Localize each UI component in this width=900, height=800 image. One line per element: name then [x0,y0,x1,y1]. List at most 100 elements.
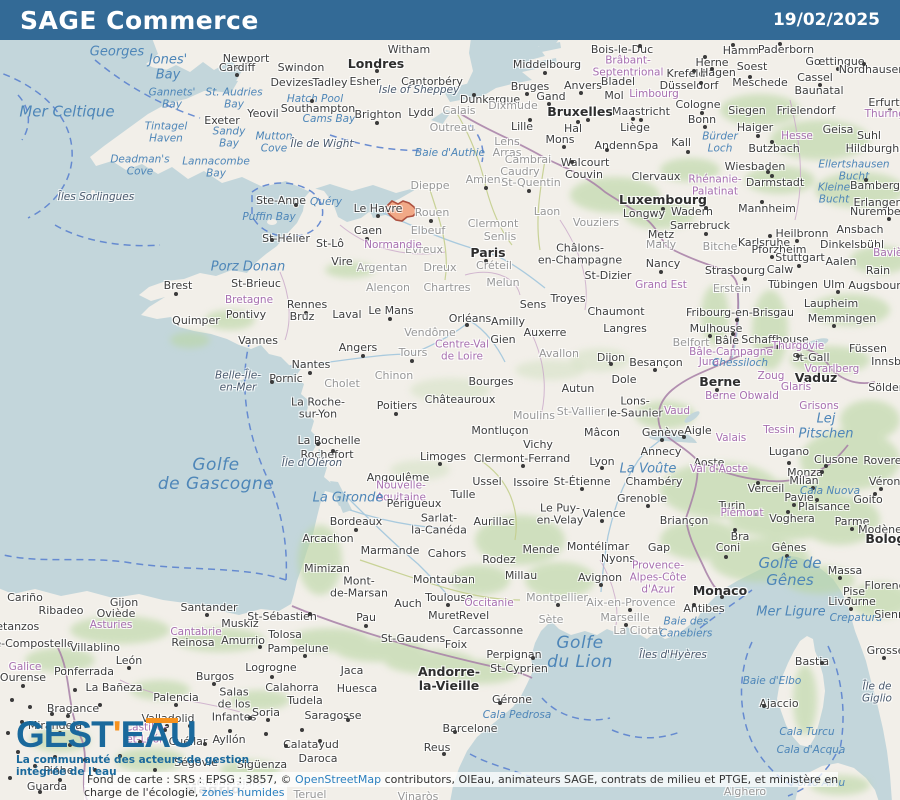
map-label-bladel: Bladel [600,74,636,88]
gesteau-logo[interactable]: GEST'EAU La communauté des acteurs de ge… [16,716,276,778]
map-label-langres: Langres [603,321,647,335]
map-label-v-rone: Vérone [868,474,900,488]
map-label-ch-lons-en-champagne: Châlons- en-Champagne [537,241,623,267]
city-dot [796,354,800,358]
city-dot [862,62,866,66]
map-label-isle-of-sheppey: Isle of Sheppey [378,84,460,97]
map-label-belle-le-en-mer: Belle-Île- en-Mer [214,369,262,393]
city-dot [770,255,774,259]
city-dot [264,732,268,736]
city-dot [638,44,642,48]
map-label-tadley: Tadley [312,75,348,89]
map-label-moulins: Moulins [512,408,556,422]
map-label-amilly: Amilly [491,314,525,328]
map-label-gap: Gap [647,540,671,554]
openstreetmap-link[interactable]: OpenStreetMap [295,773,382,786]
city-dot [98,703,102,707]
city-dot [188,724,192,728]
map-label-st-s-bastien: St-Sébastien [247,609,317,623]
zeeland-inlet [520,42,561,56]
map-label-salas-de-los-infantes: Salas de los Infantes [211,685,257,724]
map-label-grisons: Grisons [799,400,839,413]
map-label-st-vallier: St-Vallier [556,404,606,418]
city-dot [127,666,131,670]
map-label-erstein: Erstein [712,281,752,295]
city-dot [599,583,603,587]
sage-commerce-territory[interactable] [385,200,419,222]
map-label-cologne: Cologne [675,97,721,111]
forest-texture [25,94,900,795]
city-dot [310,99,314,103]
map-label-la-vo-te: La Voûte [619,461,677,477]
city-dot [748,75,752,79]
city-dot [375,121,379,125]
map-label-autun: Autun [561,381,595,395]
city-dot [699,81,703,85]
map-label-angers: Angers [338,340,378,354]
guernsey-island [267,219,277,225]
city-dot [873,492,877,496]
city-dot [660,438,664,442]
map-label-aix-en-provence: Aix-en-Provence [586,595,676,609]
map-label-lannacombe-bay: Lannacombe Bay [182,155,250,179]
map-label-livourne: Livourne [828,594,876,608]
map-label-tours: Tours [398,345,428,359]
map-label-cu-llar: Cuéllar [168,734,208,748]
map-viewport[interactable]: Mer Celtique Georges Jones' Bay Gannets' Ba… [0,40,900,800]
map-label-florence: Florence [864,578,900,592]
isle-of-wight [307,141,337,151]
city-dot [562,145,566,149]
city-dot [797,264,801,268]
city-dot [628,608,632,612]
city-dot [58,731,62,735]
city-dot [83,758,87,762]
city-dot [888,108,892,112]
city-dot [318,739,322,743]
map-label-calahorra: Calahorra [265,680,319,694]
continent-landmass [0,40,900,800]
map-label-hatch-pool: Hatch Pool [286,93,344,106]
city-dot [867,535,871,539]
city-dot [631,117,635,121]
map-label-jura: Jura [698,356,720,369]
map-label-mirandela: Mirandela [27,718,83,732]
map-label-ourense: Ourense [0,670,47,684]
city-dot [10,698,14,702]
map-label-innsbruck: Innsbruck [871,354,900,368]
scilly-isle [97,194,101,198]
map-label-rh-nanie-palatinat: Rhénanie- Palatinat [688,173,742,197]
city-dot [138,740,142,744]
map-label-li-ge: Liège [620,120,650,134]
city-dot [498,701,502,705]
city-dot [258,645,262,649]
map-canvas-labels: Mer Celtique Georges Jones' Bay Gannets' Ba… [0,40,900,800]
city-dot [724,555,728,559]
map-label-bruges: Bruges [510,79,550,93]
city-dot [484,186,488,190]
map-label-le-puy-en-velay: Le Puy- en-Velay [536,501,584,527]
map-label-calw: Calw [766,262,794,276]
map-label-nuremberg: Nuremberg [849,204,900,218]
map-label-zoug: Zoug [757,370,785,383]
city-dot [270,675,274,679]
map-label-sarlat-la-can-da: Sarlat- la-Canéda [411,511,467,537]
city-dot [20,720,24,724]
map-label-lons-le-saunier: Lons- le-Saunier [607,394,663,420]
map-label-logrogne: Logrogne [245,660,297,674]
city-dot [300,728,304,732]
map-label-dreux: Dreux [423,260,457,274]
city-dot [521,464,525,468]
city-dot [266,718,270,722]
map-label-mont-limar: Montélimar [566,539,630,553]
map-label-pise: Pise [843,584,865,598]
map-label-asturies: Asturies [89,619,133,632]
zones-humides-link[interactable]: zones humides [201,786,285,799]
city-dot [308,371,312,375]
map-label-baunatal: Baunatal [794,83,844,97]
map-label-les-d-hy-res: Îles d'Hyères [639,649,707,662]
map-label-vaud: Vaud [663,405,691,418]
map-label-barcelone: Barcelone [442,721,498,735]
map-label-vinar-s: Vinaròs [397,789,439,800]
map-label-mer-ligure: Mer Ligure [756,604,826,620]
city-dot [6,731,10,735]
